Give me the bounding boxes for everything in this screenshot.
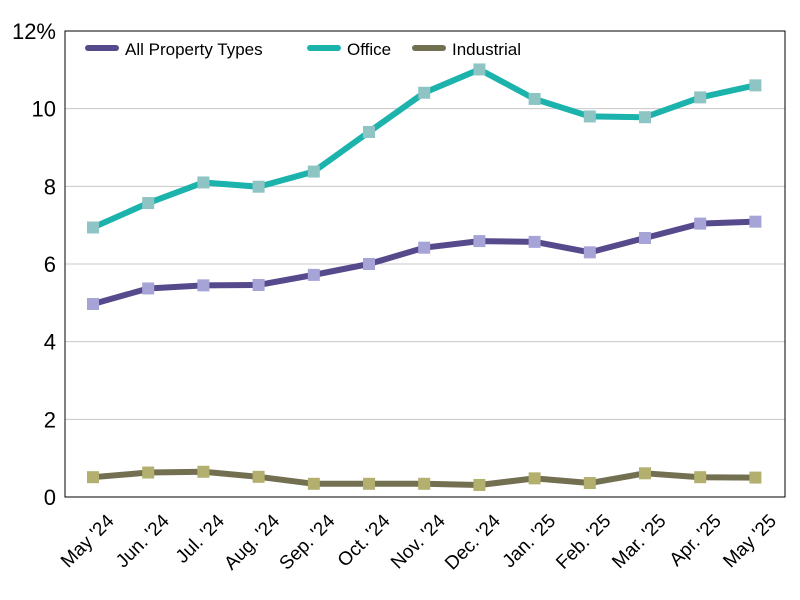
legend: All Property Types Office Industrial xyxy=(85,40,521,59)
data-point xyxy=(363,477,375,490)
series-line xyxy=(90,218,759,307)
data-point xyxy=(639,111,651,124)
y-tick-label: 2 xyxy=(44,407,56,432)
legend-label: Industrial xyxy=(452,40,521,59)
legend-label: Office xyxy=(347,40,391,59)
data-point xyxy=(528,235,541,248)
series-office xyxy=(87,63,762,234)
data-point xyxy=(142,466,155,479)
x-tick-label: Apr. '25 xyxy=(666,511,726,571)
data-point xyxy=(307,268,320,281)
y-tick-label: 8 xyxy=(44,174,56,199)
data-point xyxy=(694,471,707,484)
data-point xyxy=(307,477,320,490)
data-point xyxy=(142,197,155,210)
data-point xyxy=(473,235,486,248)
series-all-property-types xyxy=(87,215,762,310)
data-point xyxy=(418,86,431,99)
x-tick-label: Dec. '24 xyxy=(441,510,505,574)
data-point xyxy=(639,231,651,244)
data-point xyxy=(363,258,375,270)
x-tick-label: Sep. '24 xyxy=(276,510,340,574)
data-point xyxy=(583,477,596,490)
data-point xyxy=(694,217,707,230)
data-point xyxy=(307,165,320,178)
x-tick-label: May '25 xyxy=(719,511,780,572)
data-point xyxy=(528,472,541,485)
data-point xyxy=(473,63,486,76)
series-industrial xyxy=(87,465,762,491)
x-tick-label: Aug. '24 xyxy=(220,510,284,574)
x-tick-label: Oct. '24 xyxy=(334,510,395,571)
x-tick-label: May '24 xyxy=(57,510,119,572)
y-tick-label: 6 xyxy=(44,252,56,277)
legend-label: All Property Types xyxy=(125,40,263,59)
data-point xyxy=(583,246,596,259)
data-point xyxy=(749,79,762,92)
y-axis-ticks: 0 2 4 6 8 10 12% xyxy=(12,19,56,510)
data-point xyxy=(528,92,541,105)
data-point xyxy=(363,125,375,138)
series-group xyxy=(87,63,762,491)
data-point xyxy=(639,467,651,480)
y-tick-label: 12% xyxy=(12,19,56,44)
data-point xyxy=(87,221,99,234)
data-point xyxy=(87,297,99,310)
data-point xyxy=(197,465,210,478)
data-point xyxy=(749,215,762,228)
x-tick-label: Mar. '25 xyxy=(608,511,670,573)
plot-frame xyxy=(64,30,786,498)
x-tick-label: Jan. '25 xyxy=(499,511,560,572)
data-point xyxy=(418,477,431,490)
data-point xyxy=(87,471,99,484)
data-point xyxy=(694,91,707,104)
data-point xyxy=(197,176,210,189)
data-point xyxy=(418,241,431,254)
data-point xyxy=(252,278,265,291)
y-tick-label: 0 xyxy=(44,485,56,510)
x-tick-label: Feb. '25 xyxy=(552,511,615,574)
data-point xyxy=(252,470,265,483)
data-point xyxy=(142,282,155,295)
data-point xyxy=(583,110,596,123)
data-point xyxy=(473,478,486,491)
x-tick-label: Jun. '24 xyxy=(112,510,174,572)
data-point xyxy=(252,180,265,193)
x-tick-label: Nov. '24 xyxy=(387,510,450,573)
data-point xyxy=(197,279,210,292)
y-tick-label: 10 xyxy=(32,97,56,122)
data-point xyxy=(749,471,762,484)
y-tick-label: 4 xyxy=(44,330,56,355)
grid xyxy=(65,108,785,420)
